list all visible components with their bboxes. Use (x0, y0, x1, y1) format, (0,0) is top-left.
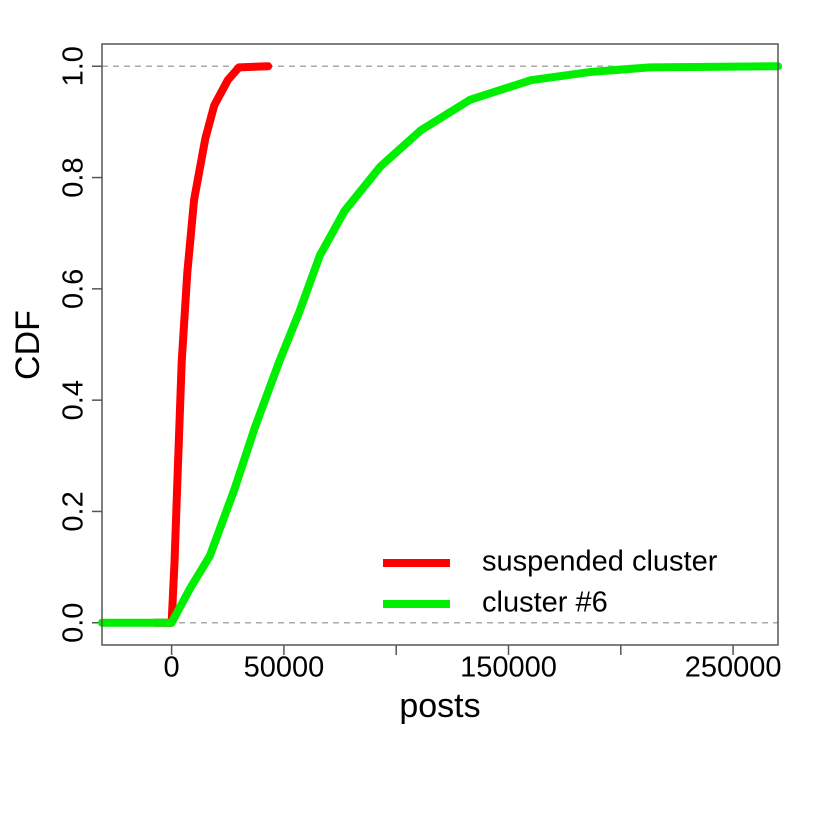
y-axis-label: CDF (9, 310, 47, 380)
y-tick-label: 0.0 (58, 603, 90, 643)
y-tick-label: 0.2 (58, 491, 90, 531)
x-tick-label: 50000 (244, 652, 325, 684)
legend-label: cluster #6 (482, 587, 608, 619)
y-tick-label: 1.0 (58, 46, 90, 86)
series-line (98, 62, 782, 627)
y-tick-label: 0.4 (58, 380, 90, 420)
x-tick-label: 0 (164, 652, 180, 684)
y-tick-label: 0.8 (58, 157, 90, 197)
series-line (150, 62, 273, 627)
x-axis-label: posts (399, 687, 480, 725)
plot-border (101, 43, 779, 646)
y-tick-label: 0.6 (58, 269, 90, 309)
x-tick-label: 250000 (685, 652, 782, 684)
legend-label: suspended cluster (482, 546, 718, 578)
x-tick-label: 150000 (460, 652, 557, 684)
